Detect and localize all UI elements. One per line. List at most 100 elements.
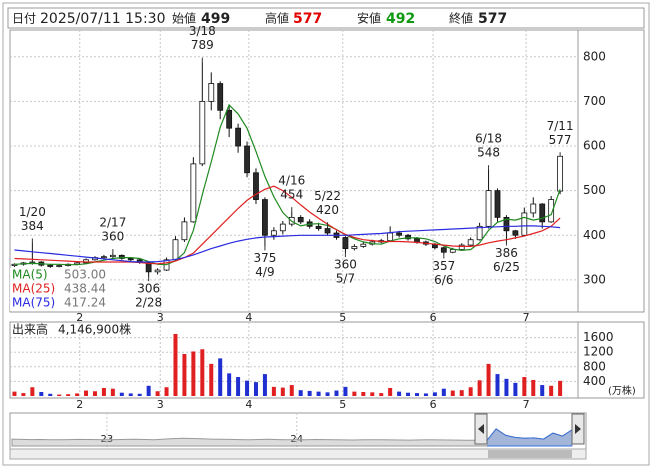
candle-body [396,232,403,236]
volume-bar [450,390,455,396]
low-value: 492 [386,11,415,27]
candle-body [235,127,241,147]
volume-bar [39,391,44,396]
candle-body [539,203,546,223]
volume-bar [343,386,348,396]
y-tick-label: 300 [583,272,606,286]
annotation-value: 789 [191,38,214,52]
legend-box [10,268,108,311]
annotation-value: 306 [137,282,160,296]
volume-bar [280,387,285,396]
legend-name: MA(5) [12,268,48,282]
annotation-date: 4/9 [255,265,274,279]
candle-body [154,269,161,273]
candle-body [262,199,268,236]
candle-body [405,234,411,240]
volume-bar [289,385,294,396]
annotation-date: 5/7 [336,272,355,286]
volume-bar [30,387,35,396]
candle-body [476,225,483,241]
x-tick-label: 6 [430,311,437,324]
volume-bar [504,378,509,396]
legend-name: MA(75) [12,296,55,310]
annotation-value: 577 [549,133,572,147]
volume-bar [191,351,196,396]
x-tick-label: 5 [339,311,346,324]
volume-bar [110,388,115,396]
volume-bar [334,390,339,396]
legend-value: 503.00 [64,268,106,282]
legend-value: 417.24 [64,296,106,310]
candle-body [226,109,233,129]
candle-body [530,203,537,214]
open-value: 499 [201,11,230,27]
y-tick-label: 500 [583,183,606,197]
volume-bar [388,387,393,396]
high-value: 577 [293,11,322,27]
annotation-date: 5/22 [314,189,341,203]
volume-bar [227,373,232,396]
candle-body [11,263,18,266]
candle-body [485,190,492,227]
volume-bar [128,393,133,396]
candle-body [145,262,152,273]
volume-bar [307,390,312,396]
x-tick-label: 7 [523,398,530,411]
x-tick-label: 4 [245,398,252,411]
legend-value: 438.44 [64,282,106,296]
candle-body [351,246,358,250]
volume-bar [236,377,241,396]
candle-body [387,232,394,242]
volume-bar [173,333,178,396]
candle-body [208,83,215,102]
scrollbar-track[interactable] [9,448,587,460]
volume-bar [75,393,80,396]
annotation-date: 6/18 [475,132,502,146]
layers: 3004005006007008002233445566774008001200… [10,24,636,448]
annotation-date: 7/11 [547,119,574,133]
close-value: 577 [478,11,507,27]
ma-line [14,185,561,265]
annotation-value: 420 [316,203,339,217]
volume-bar [155,391,160,396]
candle-body [557,155,564,192]
volume-bar [361,391,366,396]
volume-bar [513,382,518,396]
candle-body [127,258,134,261]
volume-total: 4,146,900株 [58,322,131,337]
candle-body [199,100,206,165]
volume-bar [182,354,187,396]
annotation-value: 386 [495,246,518,260]
volume-bar [531,379,536,396]
x-tick-label: 7 [523,311,530,324]
y-tick-label: 400 [583,228,606,242]
volume-bar [432,392,437,396]
scrollbar-thumb[interactable] [488,450,572,458]
volume-bar [397,391,402,396]
volume-bar [57,394,62,396]
volume-label: 出来高 [12,322,48,337]
candle-body [512,230,519,236]
volume-bar [540,385,545,396]
annotation-date: 4/16 [278,174,305,188]
open-label: 始値 [172,11,196,26]
candle-body [360,243,367,247]
volume-bar [549,385,554,396]
volume-bar [370,392,375,396]
volume-bar [459,390,464,396]
volume-bar [12,391,17,396]
volume-bar [200,349,205,396]
annotation-value: 548 [477,146,500,160]
candle-body [342,237,349,250]
nav-area-selected [487,428,572,447]
candle-body [172,239,179,261]
volume-bar [352,391,357,396]
x-tick-label: 3 [157,398,164,411]
y-tick-label: 800 [583,359,606,373]
candle-body [494,190,501,218]
y-tick-label: 1600 [583,330,614,344]
nav-arrow-left [478,424,484,434]
candle-body [503,217,510,232]
volume-bar [441,388,446,396]
